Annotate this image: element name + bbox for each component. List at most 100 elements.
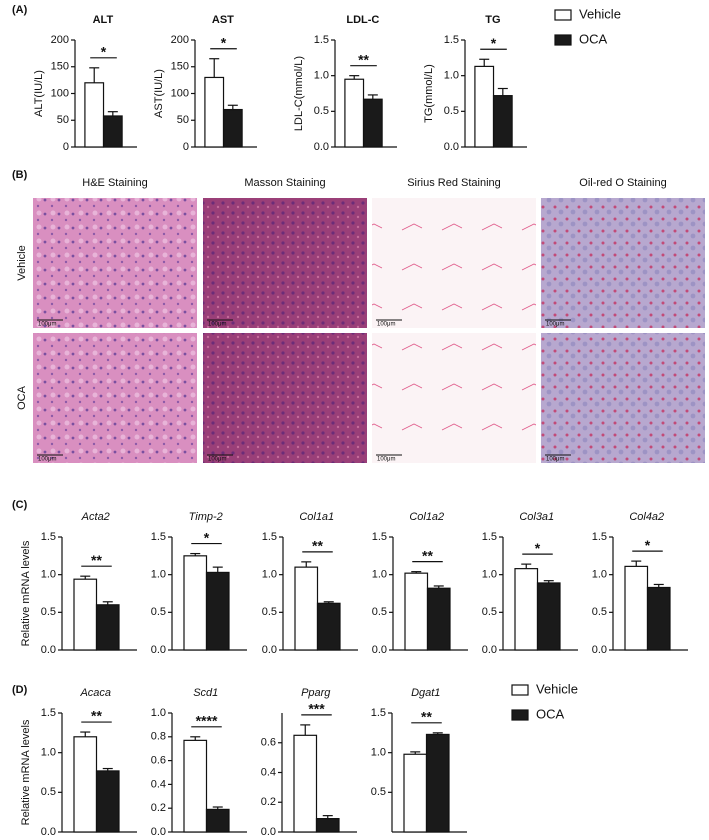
significance-label: **	[422, 547, 433, 563]
panel-label: (B)	[12, 169, 28, 181]
y-tick-label: 150	[171, 61, 189, 73]
legend-label: OCA	[536, 706, 565, 721]
y-tick-label: 0	[63, 141, 69, 153]
y-tick-label: 1.5	[151, 531, 166, 543]
scale-bar-label: 100μm	[377, 457, 395, 463]
bar	[73, 578, 98, 651]
bar	[624, 565, 649, 651]
y-tick-label: 0.2	[261, 796, 276, 808]
y-tick-label: 0.6	[151, 755, 166, 767]
chart-title: TG	[485, 14, 500, 26]
y-tick-label: 1.5	[371, 707, 386, 719]
y-tick-label: 0.2	[151, 802, 166, 814]
y-tick-label: 0.0	[41, 644, 56, 656]
y-tick-label: 1.5	[41, 531, 56, 543]
y-tick-label: 0.5	[372, 606, 387, 618]
chart-title: Col3a1	[519, 511, 554, 523]
y-tick-label: 0.4	[151, 778, 166, 790]
panel-label: (D)	[12, 684, 28, 696]
chart-title: Col4a2	[629, 511, 664, 523]
panel-label: (C)	[12, 499, 28, 511]
chart-title: Col1a1	[299, 511, 334, 523]
y-tick-label: 1.5	[592, 531, 607, 543]
y-tick-label: 0.0	[41, 826, 56, 838]
bar	[426, 587, 451, 651]
y-tick-label: 1.0	[151, 569, 166, 581]
significance-label: *	[204, 529, 210, 545]
bar	[84, 82, 105, 148]
bar	[646, 586, 671, 651]
chart-title: Col1a2	[409, 511, 444, 523]
y-tick-label: 1.0	[371, 747, 386, 759]
y-tick-label: 200	[51, 34, 69, 46]
significance-label: *	[221, 34, 227, 50]
y-tick-label: 0.5	[482, 606, 497, 618]
chart-title: Acaca	[79, 687, 111, 699]
bar	[536, 582, 561, 651]
bar	[492, 95, 513, 148]
y-tick-label: 0.5	[262, 606, 277, 618]
y-tick-label: 1.0	[262, 569, 277, 581]
legend-swatch	[554, 34, 572, 46]
y-tick-label: 0.0	[444, 141, 459, 153]
bar	[95, 604, 120, 651]
y-tick-label: 0.5	[41, 786, 56, 798]
y-tick-label: 0.5	[592, 606, 607, 618]
chart-title: LDL-C	[346, 14, 379, 26]
y-tick-label: 1.5	[482, 531, 497, 543]
y-tick-label: 0.6	[261, 737, 276, 749]
chart-title: Acta2	[81, 511, 110, 523]
y-axis-label: Relative mRNA levels	[20, 719, 32, 825]
y-axis-label: ALT(IU/L)	[33, 70, 45, 117]
y-tick-label: 100	[51, 87, 69, 99]
bar	[315, 818, 340, 833]
y-tick-label: 0.0	[482, 644, 497, 656]
column-header: H&E Staining	[82, 177, 147, 189]
y-tick-label: 0.4	[261, 766, 276, 778]
y-tick-label: 0.8	[151, 731, 166, 743]
bar	[95, 770, 120, 833]
y-tick-label: 0.0	[262, 644, 277, 656]
legend-label: Vehicle	[579, 6, 621, 21]
y-tick-label: 1.0	[592, 569, 607, 581]
y-axis-label: Relative mRNA levels	[20, 540, 32, 646]
bar	[404, 572, 429, 651]
stain-image	[203, 198, 367, 328]
y-tick-label: 1.0	[482, 569, 497, 581]
scale-bar-label: 100μm	[38, 322, 56, 328]
significance-label: **	[421, 709, 432, 725]
bar	[73, 736, 98, 833]
column-header: Sirius Red Staining	[407, 177, 501, 189]
bar	[344, 78, 365, 148]
scale-bar-label: 100μm	[208, 322, 226, 328]
y-tick-label: 1.5	[444, 34, 459, 46]
y-tick-label: 0.5	[41, 606, 56, 618]
y-tick-label: 50	[57, 114, 69, 126]
legend-swatch	[511, 709, 529, 721]
column-header: Oil-red O Staining	[579, 177, 666, 189]
bar	[183, 739, 208, 833]
stain-image	[541, 333, 705, 463]
y-tick-label: 1.0	[444, 70, 459, 82]
y-tick-label: 1.0	[151, 707, 166, 719]
stain-image	[33, 198, 197, 328]
scale-bar-label: 100μm	[38, 457, 56, 463]
y-axis-label: AST(IU/L)	[153, 69, 165, 118]
y-tick-label: 1.5	[314, 34, 329, 46]
y-tick-label: 0.0	[314, 141, 329, 153]
stain-image	[372, 198, 536, 328]
legend-swatch	[511, 684, 529, 696]
row-label: Vehicle	[16, 245, 28, 280]
significance-label: **	[91, 708, 102, 724]
legend-swatch	[554, 9, 572, 21]
y-tick-label: 0.5	[444, 105, 459, 117]
y-tick-label: 150	[51, 61, 69, 73]
scale-bar-label: 100μm	[208, 457, 226, 463]
bar	[362, 98, 383, 148]
chart-title: ALT	[93, 14, 114, 26]
y-tick-label: 0.0	[151, 644, 166, 656]
scale-bar-label: 100μm	[546, 457, 564, 463]
bar	[222, 108, 243, 148]
scale-bar-label: 100μm	[546, 322, 564, 328]
y-tick-label: 1.5	[262, 531, 277, 543]
